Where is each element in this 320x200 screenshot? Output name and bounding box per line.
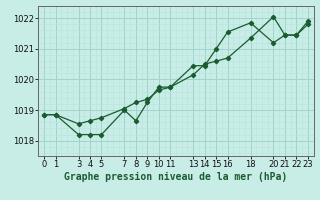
X-axis label: Graphe pression niveau de la mer (hPa): Graphe pression niveau de la mer (hPa) [64, 172, 288, 182]
